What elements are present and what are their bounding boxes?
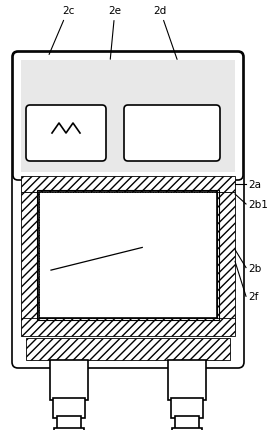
Text: 2e: 2e: [109, 6, 122, 60]
Bar: [217, 193, 235, 320]
FancyBboxPatch shape: [26, 106, 106, 162]
Text: 2c: 2c: [49, 6, 74, 55]
Bar: [21, 193, 39, 320]
Bar: [37, 190, 219, 320]
Bar: [57, 416, 81, 430]
Text: 2d: 2d: [153, 6, 177, 60]
Bar: [54, 428, 84, 430]
FancyBboxPatch shape: [13, 53, 243, 181]
Bar: [26, 338, 230, 360]
Bar: [50, 360, 88, 400]
Bar: [53, 398, 85, 418]
Text: 2b1: 2b1: [248, 200, 268, 209]
Bar: [172, 428, 202, 430]
FancyBboxPatch shape: [124, 106, 220, 162]
Text: 2f: 2f: [248, 292, 258, 301]
Text: 2b: 2b: [248, 263, 261, 273]
Bar: [21, 318, 235, 336]
Bar: [171, 398, 203, 418]
FancyBboxPatch shape: [12, 52, 244, 368]
Bar: [168, 360, 206, 400]
Bar: [175, 416, 199, 430]
Text: 2a: 2a: [248, 180, 261, 190]
Bar: [39, 193, 217, 318]
Bar: [21, 177, 235, 193]
Bar: [21, 61, 235, 172]
